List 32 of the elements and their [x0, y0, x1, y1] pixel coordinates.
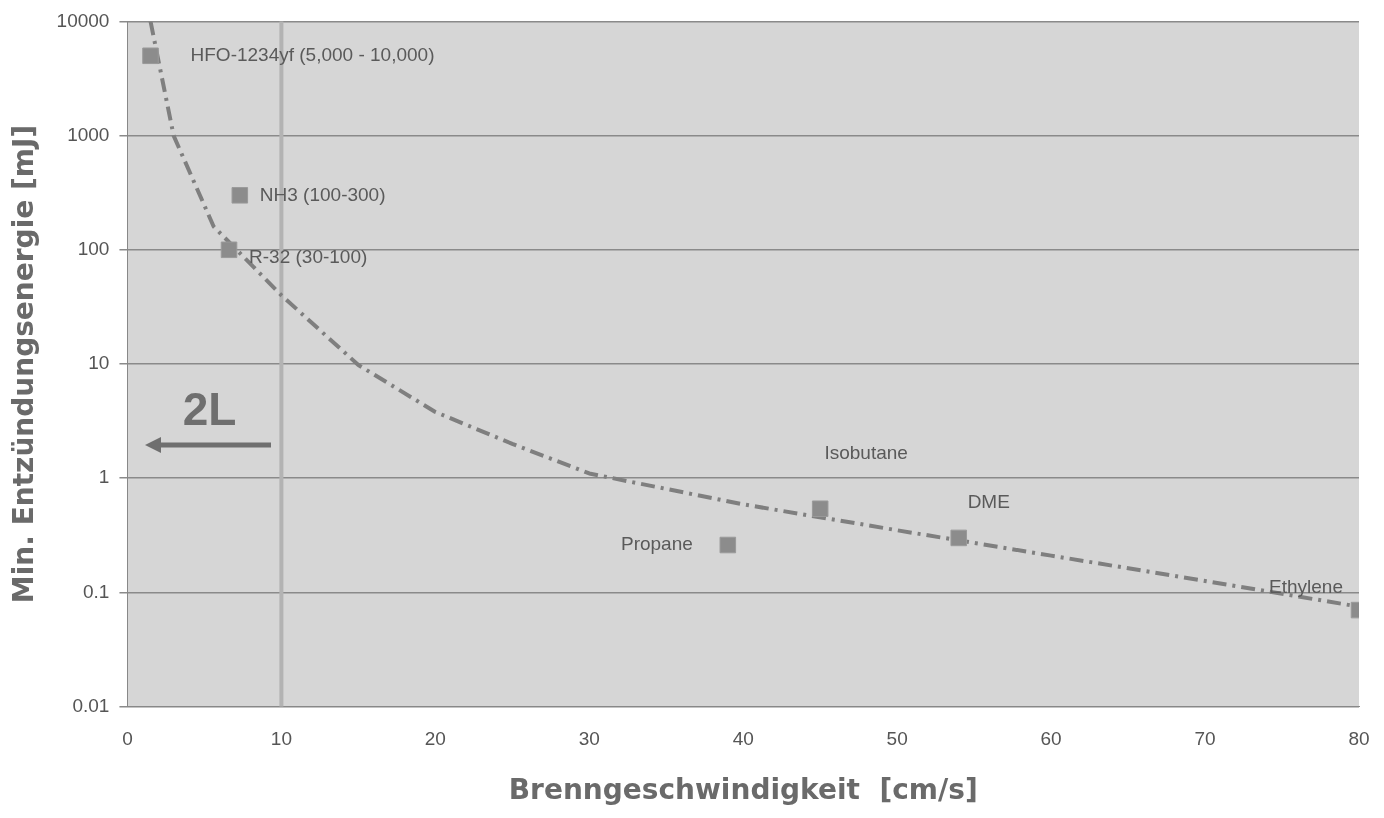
x-tick-label: 40 [732, 728, 754, 750]
annotation: DME [967, 491, 1010, 513]
y-tick-label: 10 [88, 352, 110, 374]
annotation: Ethylene [1269, 576, 1343, 598]
annotation: Isobutane [824, 441, 908, 463]
x-tick-label: 0 [122, 728, 133, 750]
annotation: NH3 (100-300) [259, 183, 386, 205]
x-tick-label: 50 [886, 728, 908, 750]
y-tick-label: 1000 [67, 123, 110, 145]
annotation: R-32 (30-100) [249, 246, 368, 268]
y-tick-label: 100 [77, 238, 110, 260]
x-axis-title: Brenngeschwindigkeit [cm/s] [508, 773, 978, 807]
x-tick-label: 60 [1040, 728, 1062, 750]
point [231, 187, 249, 204]
y-tick-label: 1 [98, 466, 110, 488]
point [220, 241, 238, 259]
x-tick-label: 70 [1194, 728, 1216, 750]
annotation: Propane [620, 533, 693, 555]
y-tick-label: 10000 [56, 9, 110, 31]
point [950, 529, 968, 547]
y-tick-label: 0.1 [83, 580, 110, 602]
y-axis-title: Min. Entzündungsenergie [mJ] [7, 124, 41, 604]
point [142, 47, 159, 65]
x-tick-label: 80 [1348, 728, 1370, 750]
y-tick-label: 0.01 [72, 694, 110, 716]
annotation: 2L [182, 382, 237, 435]
annotation: HFO-1234yf (5,000 - 10,000) [190, 44, 435, 66]
point [811, 500, 829, 518]
x-tick-label: 20 [424, 728, 446, 750]
x-tick-label: 30 [578, 728, 600, 750]
x-tick-label: 10 [270, 728, 292, 750]
point [719, 536, 737, 554]
